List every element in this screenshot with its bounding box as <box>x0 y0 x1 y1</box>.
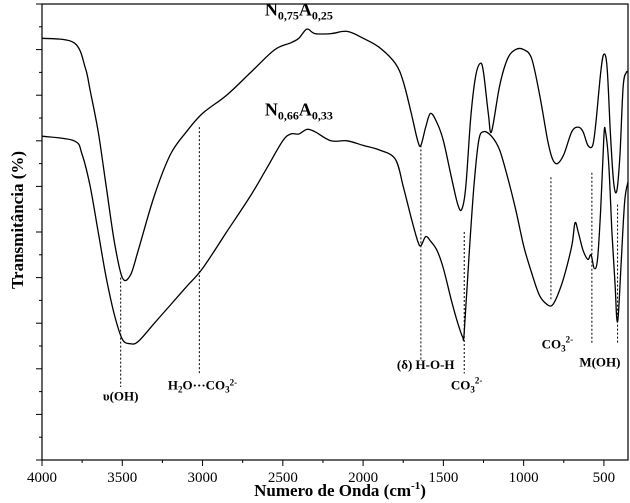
x-tick-label: 2500 <box>268 470 298 486</box>
annotation-co3-1: CO32- <box>451 375 483 394</box>
annotation-co3-2: CO32- <box>542 334 574 353</box>
x-tick-label: 3000 <box>188 470 218 486</box>
series-group <box>41 28 629 345</box>
series-labels: N0,75A0,25 N0,66A0,33 <box>265 0 333 123</box>
x-tick-label: 2000 <box>348 470 378 486</box>
x-tick-label: 4000 <box>27 470 57 486</box>
annotation-hoh: (δ) H-O-H <box>397 357 455 372</box>
series-line-2 <box>41 126 629 345</box>
series-label-2: N0,66A0,33 <box>265 100 333 123</box>
x-tick-label: 1000 <box>509 470 539 486</box>
x-axis-title: Numero de Onda (cm-1) <box>254 480 426 500</box>
x-tick-label: 1500 <box>428 470 458 486</box>
annotation-moh: M(OH) <box>579 355 620 370</box>
series-label-1: N0,75A0,25 <box>265 0 333 22</box>
series-line-1 <box>41 28 629 282</box>
x-tick-label: 500 <box>593 470 616 486</box>
y-axis-title: Transmitância (%) <box>8 151 27 289</box>
annotations: υ(OH) H2O···CO32- (δ) H-O-H CO32- CO32- M(OH) <box>103 127 620 404</box>
annotation-h2o-co3: H2O···CO32- <box>168 377 237 394</box>
axes: 4000 3500 3000 2500 2000 1500 1000 500 <box>27 3 629 486</box>
x-tick-label: 3500 <box>107 470 137 486</box>
annotation-oh: υ(OH) <box>103 389 139 404</box>
